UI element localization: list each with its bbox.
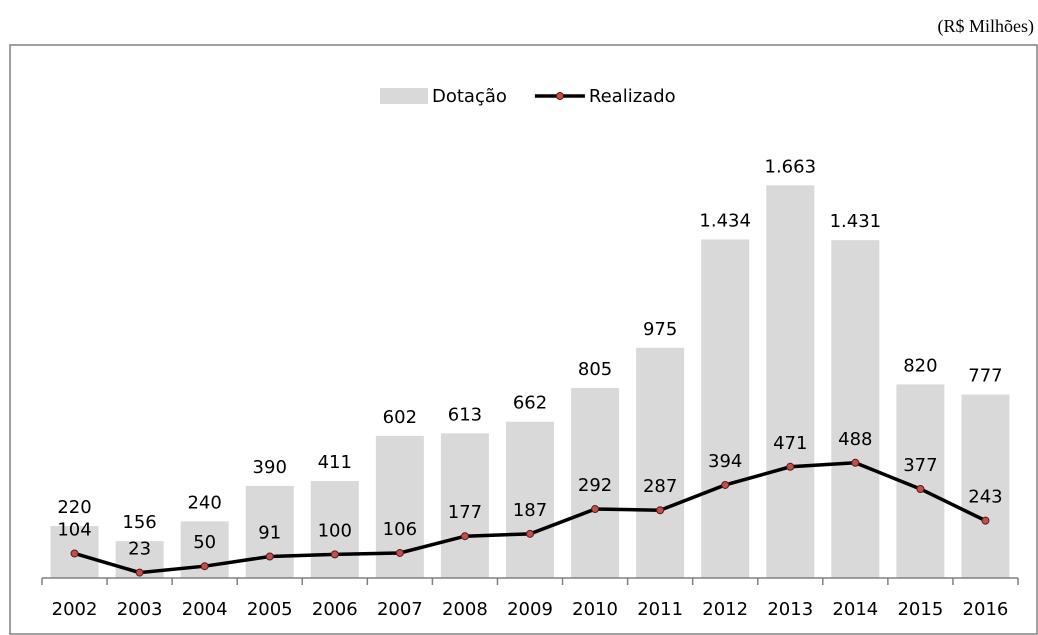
line-marker	[200, 562, 209, 571]
x-tick-label: 2008	[442, 599, 488, 620]
unit-label: (R$ Milhões)	[938, 16, 1035, 37]
line-marker	[721, 480, 730, 489]
line-value-label: 377	[903, 455, 937, 476]
line-value-label: 292	[578, 475, 612, 496]
bar	[440, 433, 489, 578]
chart-frame	[9, 44, 1038, 635]
line-marker	[70, 549, 79, 558]
bar-value-label: 777	[968, 366, 1002, 387]
bar	[766, 185, 815, 578]
line-value-label: 106	[383, 519, 417, 540]
line-value-label: 243	[968, 487, 1002, 508]
bar	[310, 480, 359, 578]
x-tick-label: 2009	[507, 599, 553, 620]
line-value-label: 187	[513, 500, 547, 521]
bar-value-label: 1.663	[765, 156, 817, 177]
line-marker	[916, 484, 925, 493]
x-tick-label: 2011	[637, 599, 683, 620]
bar-value-label: 390	[253, 457, 287, 478]
line-value-label: 287	[643, 476, 677, 497]
bar	[245, 485, 294, 578]
line-value-label: 177	[448, 502, 482, 523]
line-marker	[395, 548, 404, 557]
x-tick-label: 2016	[963, 599, 1009, 620]
line-marker	[656, 506, 665, 515]
x-tick-label: 2013	[767, 599, 813, 620]
bar-value-label: 820	[903, 355, 937, 376]
line-marker	[135, 568, 144, 577]
bar-value-label: 975	[643, 319, 677, 340]
x-tick-label: 2005	[247, 599, 293, 620]
x-tick-label: 2012	[702, 599, 748, 620]
bar-value-label: 1.431	[830, 211, 882, 232]
bar-value-label: 613	[448, 404, 482, 425]
bar	[571, 387, 620, 578]
line-value-label: 91	[258, 523, 281, 544]
line-value-label: 100	[318, 520, 352, 541]
line-value-label: 471	[773, 433, 807, 454]
bar-value-label: 662	[513, 393, 547, 414]
bar	[701, 239, 750, 578]
line-marker	[526, 529, 534, 538]
x-tick-label: 2004	[182, 599, 228, 620]
x-tick-label: 2014	[832, 599, 878, 620]
line-marker	[460, 532, 469, 541]
line-marker	[591, 505, 600, 514]
bar-value-label: 602	[383, 407, 417, 428]
legend-marker	[555, 92, 564, 100]
bar-value-label: 805	[578, 359, 612, 380]
bar-value-label: 1.434	[699, 210, 751, 231]
legend-label: Realizado	[589, 86, 676, 107]
legend-swatch	[380, 88, 428, 104]
line-marker	[265, 552, 274, 561]
bar	[831, 240, 880, 578]
bar	[961, 394, 1010, 578]
x-tick-label: 2003	[117, 599, 163, 620]
bar-value-label: 240	[187, 492, 221, 513]
bar-value-label: 411	[318, 452, 352, 473]
line-marker	[981, 516, 990, 525]
line-marker	[786, 462, 795, 471]
bar	[506, 421, 554, 578]
line-marker	[330, 550, 339, 559]
x-tick-label: 2015	[897, 599, 943, 620]
line-value-label: 104	[57, 519, 91, 540]
x-tick-label: 2006	[312, 599, 358, 620]
line-value-label: 394	[708, 451, 742, 472]
line-value-label: 50	[193, 532, 216, 553]
x-tick-label: 2007	[377, 599, 423, 620]
bar	[636, 347, 685, 578]
x-tick-label: 2002	[52, 599, 98, 620]
x-tick-label: 2010	[572, 599, 618, 620]
line-marker	[851, 458, 860, 467]
line-value-label: 488	[838, 429, 872, 450]
bar-value-label: 220	[57, 497, 91, 518]
bar-value-label: 156	[122, 512, 156, 533]
legend-label: Dotação	[432, 86, 507, 107]
line-value-label: 23	[128, 539, 151, 560]
